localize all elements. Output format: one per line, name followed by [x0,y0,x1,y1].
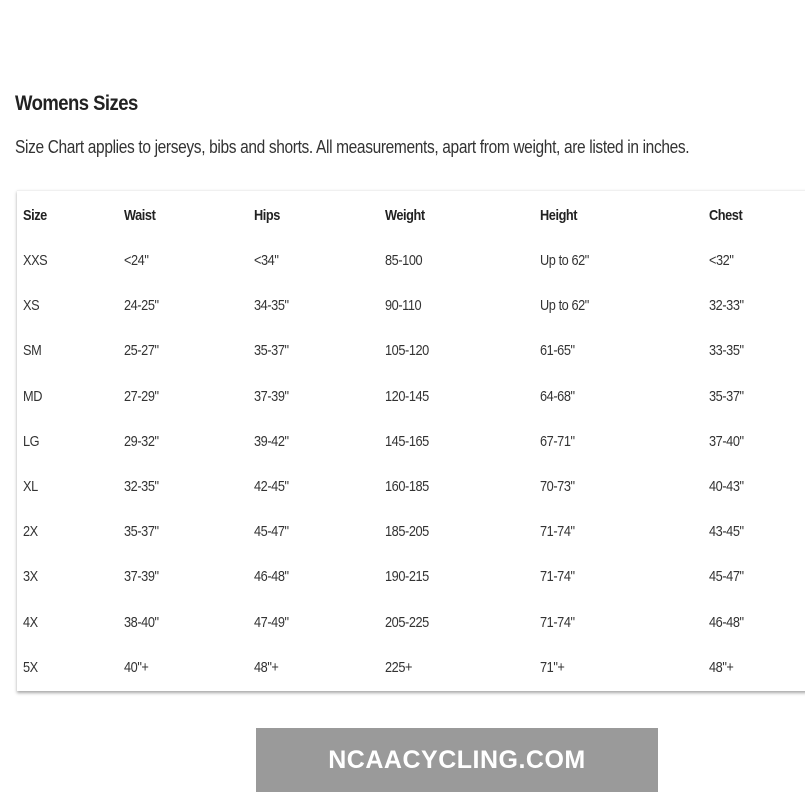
cell-size: XS [23,297,40,315]
cell-size: SM [23,342,42,360]
cell-chest: 46-48" [709,613,744,631]
cell-height: 70-73" [540,478,575,495]
cell-height: Up to 62" [540,297,589,315]
cell-hips: <34" [254,252,279,269]
header-chest: Chest [709,207,743,224]
cell-chest: 35-37" [709,387,744,405]
cell-hips: 47-49" [254,613,289,631]
page-subtitle: Size Chart applies to jerseys, bibs and … [15,137,690,157]
cell-hips: 45-47" [254,523,289,541]
cell-waist: 35-37" [124,523,159,541]
table-row: 2X 35-37" 45-47" 185-205 71-74" 43-45" [17,523,805,543]
cell-hips: 39-42" [254,432,289,450]
cell-waist: <24" [124,252,149,269]
cell-size: MD [23,387,42,405]
cell-waist: 25-27" [124,342,159,360]
cell-weight: 120-145 [385,387,429,405]
cell-height: 71-74" [540,568,575,586]
cell-size: 4X [23,613,38,631]
cell-weight: 205-225 [385,613,429,631]
table-header-row: Size Waist Hips Weight Height Chest [17,207,805,227]
cell-weight: 190-215 [385,568,429,586]
cell-weight: 90-110 [385,297,422,315]
cell-size: 3X [23,568,38,586]
cell-size: LG [23,432,40,450]
cell-weight: 225+ [385,658,413,676]
cell-waist: 32-35" [124,478,159,495]
header-hips: Hips [254,207,280,224]
cell-hips: 35-37" [254,342,289,360]
cell-height: Up to 62" [540,252,589,269]
table-row: MD 27-29" 37-39" 120-145 64-68" 35-37" [17,388,805,408]
watermark-text: NCAACYCLING.COM [328,745,586,774]
header-waist: Waist [124,207,156,224]
cell-hips: 42-45" [254,478,289,495]
table-row: 4X 38-40" 47-49" 205-225 71-74" 46-48" [17,614,805,634]
cell-chest: 43-45" [709,523,744,541]
cell-waist: 40"+ [124,658,149,676]
cell-hips: 46-48" [254,568,289,586]
cell-height: 67-71" [540,432,575,450]
cell-size: XXS [23,252,48,269]
table-row: 5X 40"+ 48"+ 225+ 71"+ 48"+ [17,659,805,679]
cell-height: 71-74" [540,523,575,541]
size-chart-table: Size Waist Hips Weight Height Chest XXS <… [17,190,805,691]
cell-chest: 40-43" [709,478,744,495]
header-weight: Weight [385,207,425,224]
cell-size: 5X [23,658,38,676]
cell-weight: 185-205 [385,523,429,541]
cell-waist: 24-25" [124,297,159,315]
cell-weight: 105-120 [385,342,429,360]
cell-waist: 29-32" [124,432,159,450]
cell-chest: 32-33" [709,297,744,315]
cell-size: 2X [23,523,38,541]
cell-hips: 37-39" [254,387,289,405]
table-row: XL 32-35" 42-45" 160-185 70-73" 40-43" [17,478,805,498]
cell-waist: 38-40" [124,613,159,631]
table-row: SM 25-27" 35-37" 105-120 61-65" 33-35" [17,342,805,362]
cell-weight: 85-100 [385,252,423,269]
table-row: LG 29-32" 39-42" 145-165 67-71" 37-40" [17,433,805,453]
cell-hips: 48"+ [254,658,279,676]
watermark-logo: NCAACYCLING.COM [256,728,658,792]
cell-height: 61-65" [540,342,575,360]
cell-chest: 48"+ [709,658,734,676]
cell-size: XL [23,478,38,495]
table-row: 3X 37-39" 46-48" 190-215 71-74" 45-47" [17,568,805,588]
cell-height: 71-74" [540,613,575,631]
cell-weight: 145-165 [385,432,429,450]
cell-weight: 160-185 [385,478,429,495]
cell-chest: 37-40" [709,432,744,450]
cell-chest: <32" [709,252,734,269]
cell-waist: 37-39" [124,568,159,586]
page-title: Womens Sizes [15,92,138,115]
table-row: XXS <24" <34" 85-100 Up to 62" <32" [17,252,805,272]
cell-height: 64-68" [540,387,575,405]
header-height: Height [540,207,578,224]
cell-hips: 34-35" [254,297,289,315]
cell-chest: 45-47" [709,568,744,586]
cell-waist: 27-29" [124,387,159,405]
table-row: XS 24-25" 34-35" 90-110 Up to 62" 32-33" [17,297,805,317]
header-size: Size [23,207,47,224]
cell-height: 71"+ [540,658,565,676]
cell-chest: 33-35" [709,342,744,360]
